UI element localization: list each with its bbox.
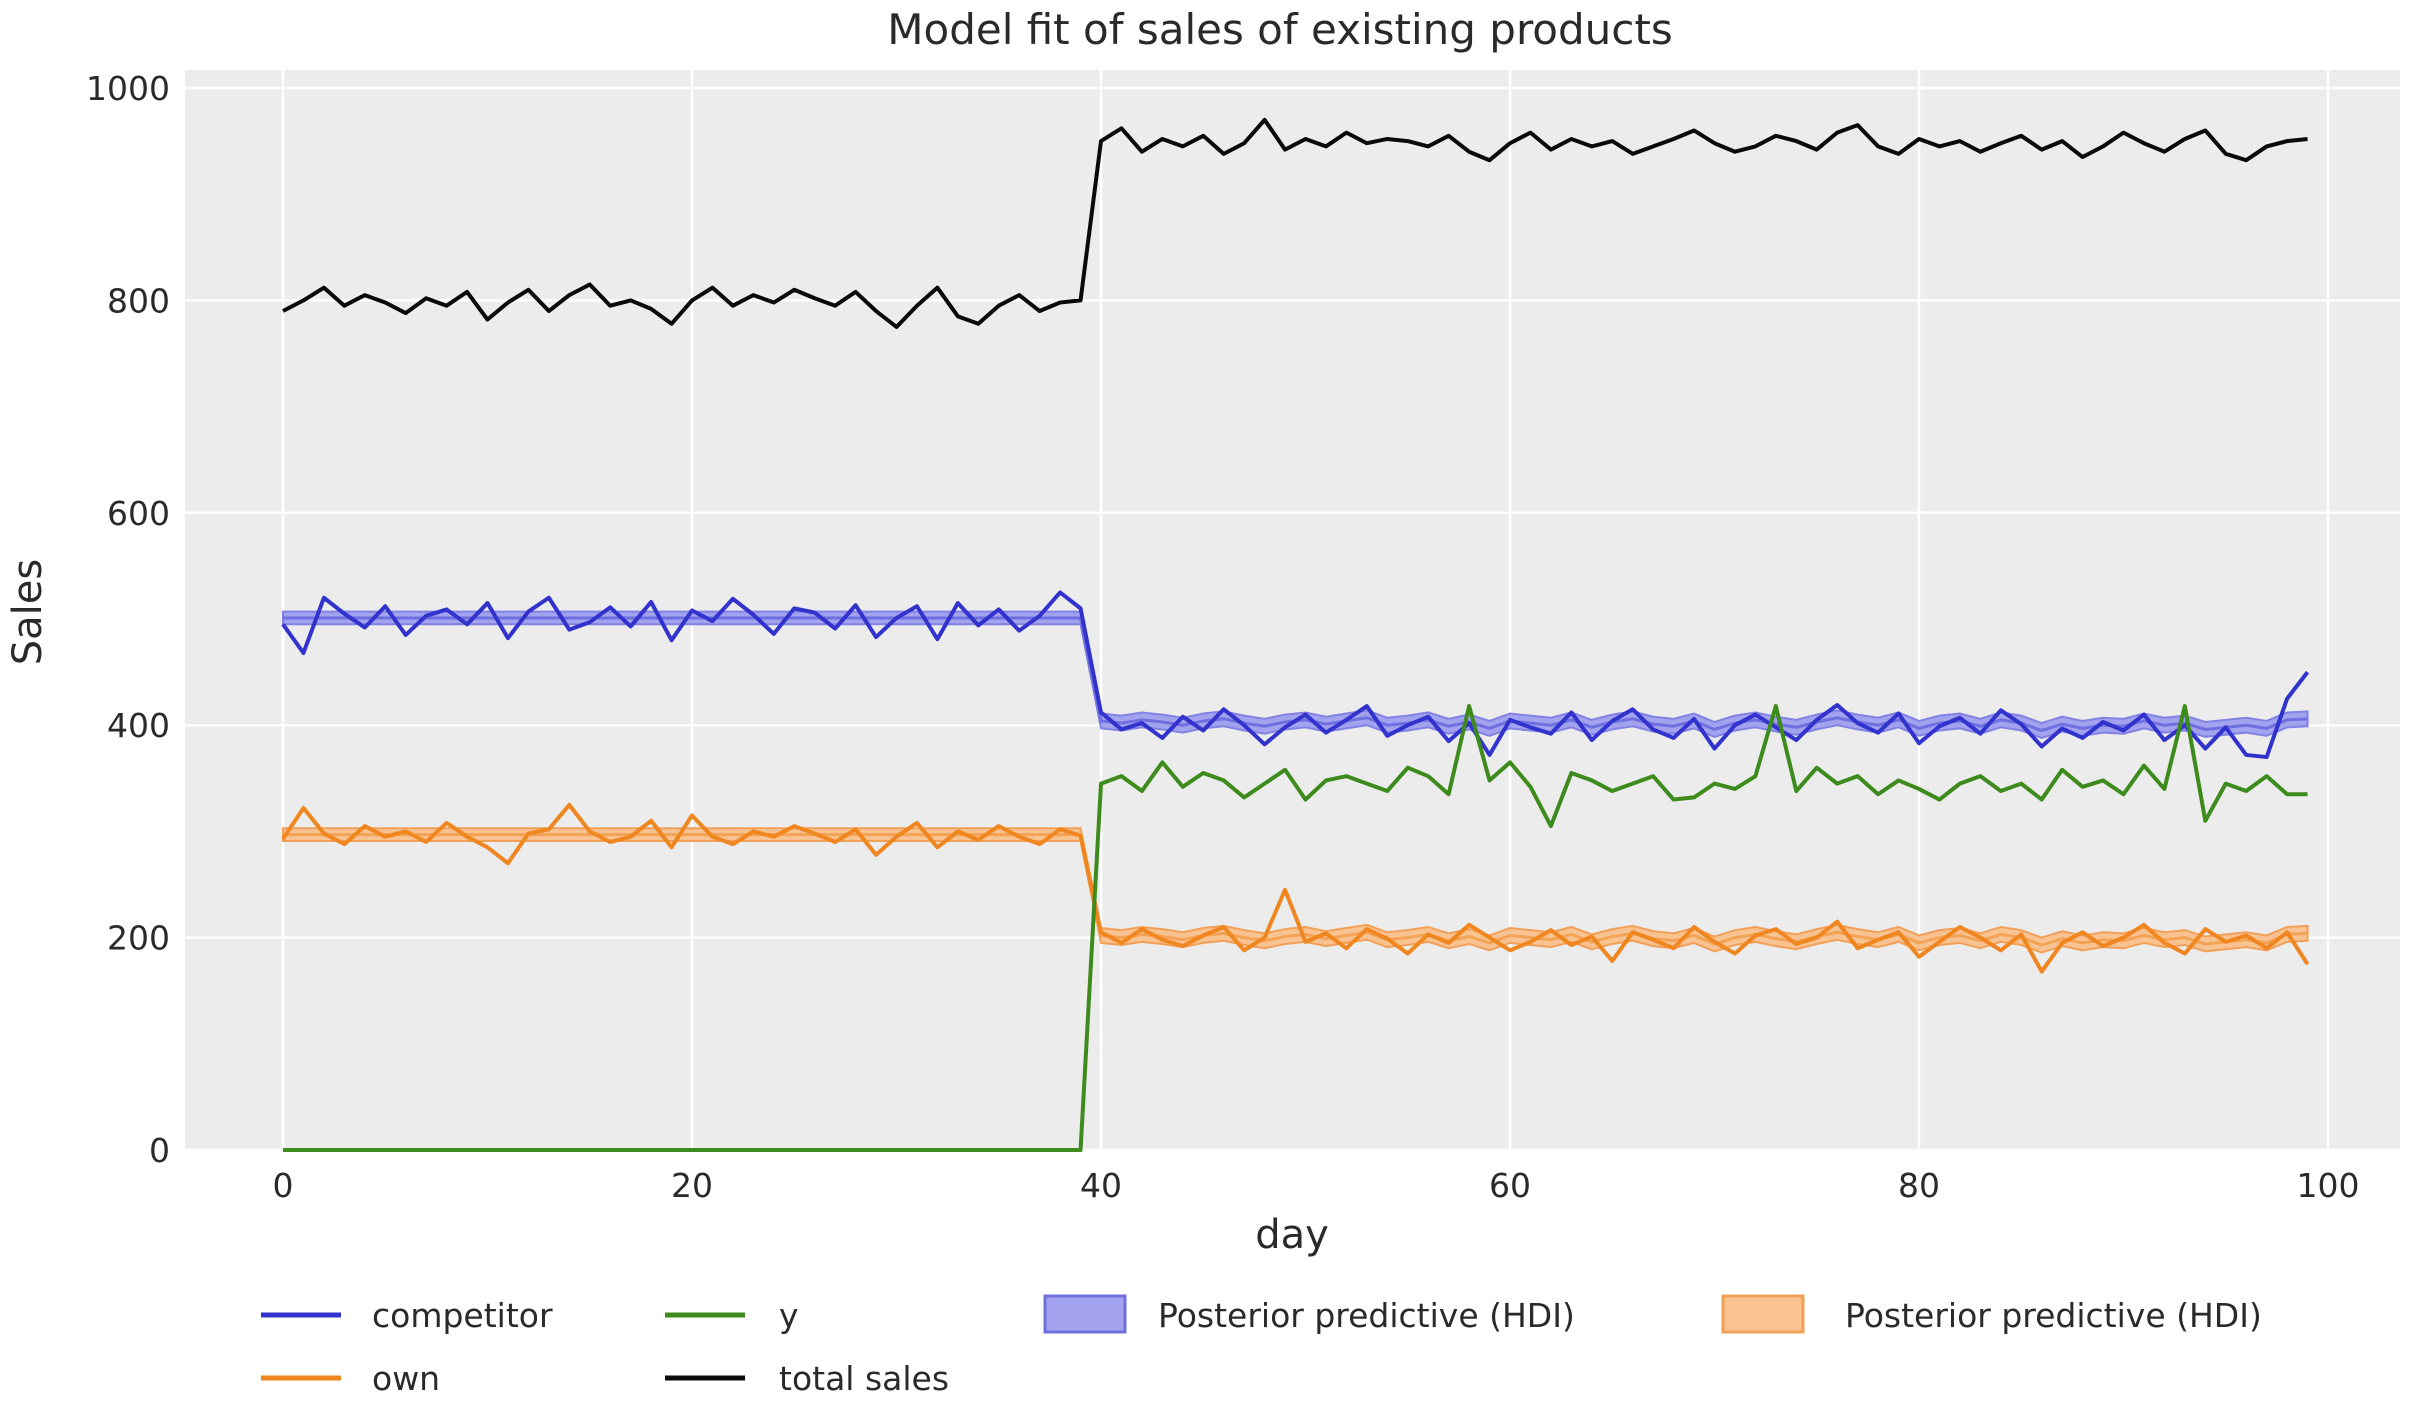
line-y <box>283 704 2308 1152</box>
legend-label-competitor: competitor <box>372 1296 553 1335</box>
y-tick-0: 0 <box>149 1131 170 1170</box>
legend-patch-label-orange: Posterior predictive (HDI) <box>1845 1296 2262 1335</box>
x-tick-20: 20 <box>671 1166 713 1205</box>
legend-label-y: y <box>779 1296 799 1335</box>
line-own <box>281 802 2310 974</box>
x-tick-0: 0 <box>273 1166 294 1205</box>
legend-patch-swatch-blue <box>1043 1294 1127 1334</box>
legend-patch-label-blue: Posterior predictive (HDI) <box>1158 1296 1575 1335</box>
y-tick-800: 800 <box>107 281 170 320</box>
hdi-mean-own <box>283 833 2308 947</box>
x-tick-80: 80 <box>1898 1166 1940 1205</box>
y-tick-400: 400 <box>107 706 170 745</box>
legend-patch-swatch-orange <box>1721 1294 1805 1334</box>
x-tick-labels: 0 20 40 60 80 100 <box>273 1166 2360 1205</box>
data-lines <box>281 117 2310 1152</box>
x-tick-40: 40 <box>1080 1166 1122 1205</box>
line-competitor <box>281 590 2310 760</box>
y-axis-label: Sales <box>5 559 51 665</box>
x-tick-60: 60 <box>1489 1166 1531 1205</box>
legend: competitor own y total sales Posterior predi… <box>261 1294 2262 1398</box>
plot-area <box>185 70 2400 1150</box>
x-axis-label: day <box>1255 1212 1329 1258</box>
y-tick-labels: 0 200 400 600 800 1000 <box>86 69 170 1170</box>
x-tick-100: 100 <box>2297 1166 2360 1205</box>
y-tick-600: 600 <box>107 494 170 533</box>
legend-label-total-sales: total sales <box>779 1359 949 1398</box>
legend-label-own: own <box>372 1359 440 1398</box>
line-total-sales <box>282 117 2308 329</box>
y-tick-200: 200 <box>107 919 170 958</box>
chart-title: Model fit of sales of existing products <box>887 5 1672 54</box>
y-tick-1000: 1000 <box>86 69 170 108</box>
